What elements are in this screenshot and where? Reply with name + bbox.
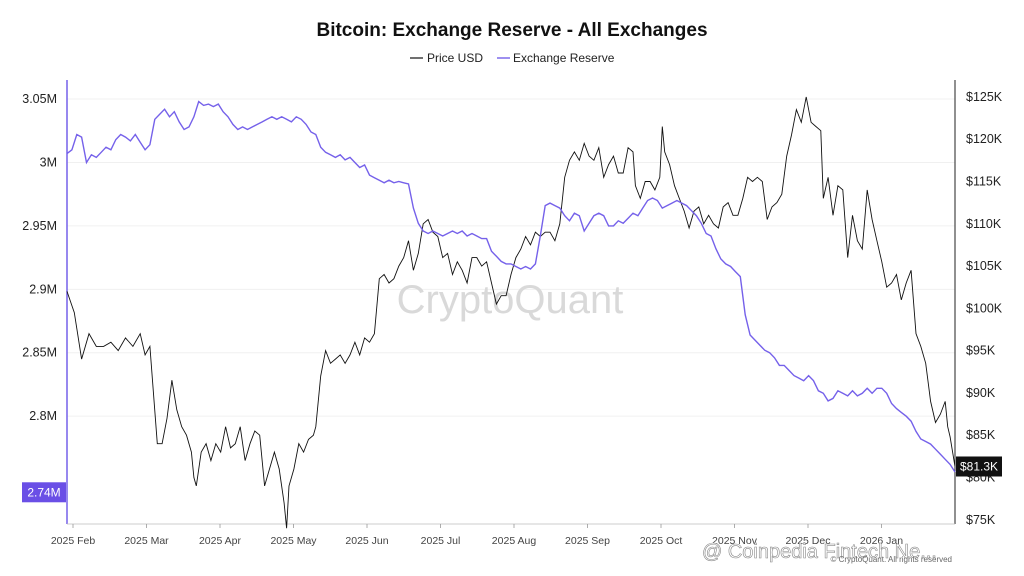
x-tick-label: 2025 Mar [124, 535, 169, 547]
right-tick-label: $95K [966, 344, 996, 358]
coinpedia-overlay-mark: @ Coinpedia Fintech Ne... [702, 541, 937, 563]
x-tick-label: 2025 Oct [640, 535, 683, 547]
series-line-reserve [66, 100, 956, 473]
current-value-badge-price: $81.3K [956, 456, 1002, 477]
legend: Price USD Exchange Reserve [410, 51, 615, 65]
x-tick-label: 2025 Dec [786, 535, 831, 547]
x-tick-label: 2025 Jul [421, 535, 461, 547]
left-tick-label: 2.85M [22, 346, 57, 360]
x-tick-label: 2025 Jun [345, 535, 388, 547]
x-tick-label: 2026 Jan [860, 535, 903, 547]
left-tick-label: 3.05M [22, 92, 57, 106]
right-tick-label: $85K [966, 428, 996, 442]
x-tick-label: 2025 May [270, 535, 317, 547]
x-tick-label: 2025 Feb [51, 535, 96, 547]
legend-item-price[interactable]: Price USD [410, 51, 483, 65]
legend-label-reserve: Exchange Reserve [513, 51, 615, 65]
chart-title: Bitcoin: Exchange Reserve - All Exchange… [316, 20, 707, 41]
right-tick-label: $110K [966, 217, 1002, 231]
right-tick-label: $100K [966, 301, 1003, 315]
right-tick-label: $125K [966, 90, 1003, 104]
x-tick-label: 2025 Sep [565, 535, 610, 547]
legend-item-reserve[interactable]: Exchange Reserve [497, 51, 615, 65]
grid-lines [67, 98, 955, 417]
x-tick-label: 2025 Aug [492, 535, 537, 547]
right-tick-label: $120K [966, 132, 1003, 146]
watermark: CryptoQuant [397, 278, 624, 322]
right-axis-ticks: $125K $120K $115K $110K $105K $100K $95K $90K $8… [966, 90, 1003, 527]
left-tick-label: 2.95M [22, 219, 57, 233]
left-tick-label: 3M [40, 155, 57, 169]
series-line-price [66, 96, 956, 529]
copyright-credit: © CryptoQuant. All rights reserved [831, 555, 953, 564]
x-axis-ticks: 2025 Feb 2025 Mar 2025 Apr 2025 May 2025 Jun… [51, 524, 903, 547]
svg-text:2.74M: 2.74M [27, 485, 60, 499]
right-tick-label: $75K [966, 513, 996, 527]
right-tick-label: $90K [966, 386, 996, 400]
current-value-badge-reserve: 2.74M [22, 482, 66, 503]
left-tick-label: 2.8M [29, 409, 57, 423]
x-tick-label: 2025 Nov [712, 535, 758, 547]
left-axis-ticks: 3.05M 3M 2.95M 2.9M 2.85M 2.8M [22, 92, 57, 423]
right-tick-label: $115K [966, 174, 1002, 188]
legend-label-price: Price USD [427, 51, 483, 65]
right-tick-label: $105K [966, 259, 1003, 273]
svg-text:$81.3K: $81.3K [960, 459, 998, 473]
left-tick-label: 2.9M [29, 282, 57, 296]
x-tick-label: 2025 Apr [199, 535, 242, 547]
